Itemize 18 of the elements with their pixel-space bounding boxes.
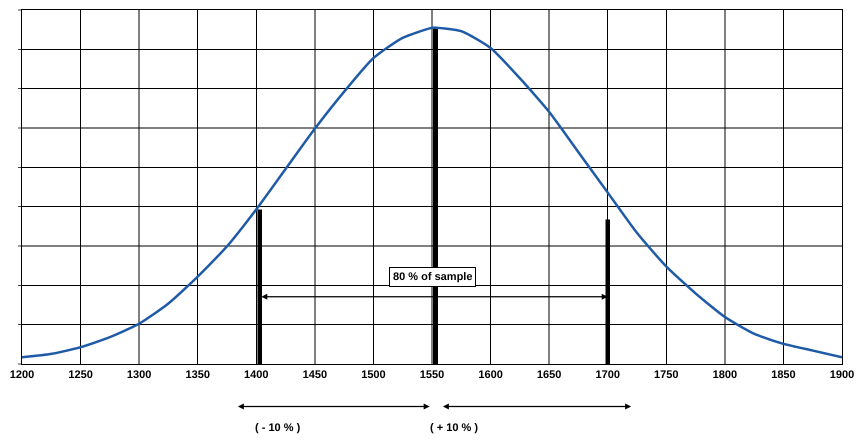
x-tick-label: 1800 [712,369,738,382]
x-tick-label: 1900 [830,369,854,382]
x-tick-label: 1750 [654,369,679,382]
x-tick-label: 1550 [420,369,444,382]
x-tick-label: 1450 [302,369,328,382]
x-tick-label: 1650 [536,369,562,382]
x-tick-label: 1850 [771,369,796,382]
x-tick-label: 1250 [68,369,93,382]
text: ( + 10 % ) [430,422,478,434]
x-tick-label: 1400 [244,369,269,382]
x-tick-label: 1200 [10,369,34,382]
x-tick-label: 1600 [478,369,503,382]
x-tick-label: 1300 [126,369,152,382]
x-tick-label: 1500 [361,369,386,382]
x-tick-label: 1700 [595,369,620,382]
text: ( - 10 % ) [255,422,301,434]
annotation: 80 % of sample [393,271,472,283]
x-tick-label: 1350 [185,369,210,382]
